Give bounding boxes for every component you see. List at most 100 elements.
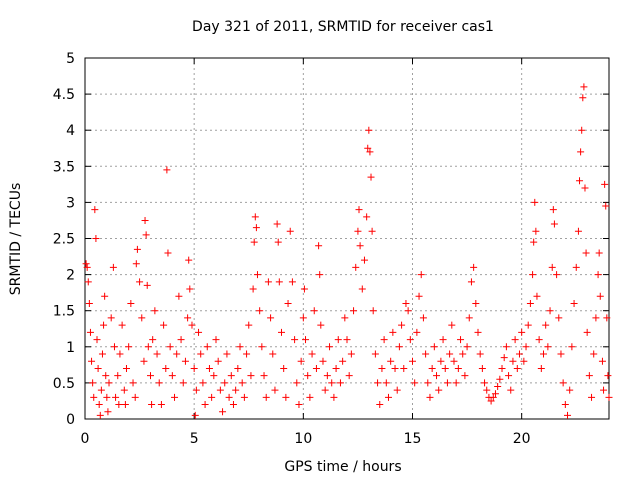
data-point — [566, 386, 574, 394]
data-point — [125, 343, 133, 351]
data-point — [288, 278, 296, 286]
data-point — [181, 357, 189, 365]
data-point — [149, 336, 157, 344]
data-point — [221, 379, 229, 387]
data-point — [148, 401, 156, 409]
data-point — [116, 350, 124, 358]
x-axis-label: GPS time / hours — [284, 459, 401, 475]
data-point — [240, 393, 248, 401]
data-point — [549, 206, 557, 214]
y-tick-label: 1.5 — [53, 304, 75, 320]
data-point — [84, 278, 92, 286]
data-point — [369, 307, 377, 315]
data-point — [264, 278, 272, 286]
data-point — [452, 379, 460, 387]
data-point — [513, 364, 521, 372]
data-point — [232, 386, 240, 394]
y-axis-label: SRMTID / TECUs — [8, 183, 24, 296]
data-point — [341, 314, 349, 322]
data-point — [300, 285, 308, 293]
data-point — [574, 227, 582, 235]
data-point — [585, 372, 593, 380]
data-point — [487, 397, 495, 405]
data-point — [83, 263, 91, 271]
data-point — [417, 271, 425, 279]
data-point — [578, 126, 586, 134]
data-point — [509, 357, 517, 365]
data-point — [184, 314, 192, 322]
data-point — [546, 307, 554, 315]
data-point — [518, 328, 526, 336]
data-point — [581, 184, 589, 192]
data-point — [133, 245, 141, 253]
data-point — [164, 249, 172, 257]
data-point — [553, 271, 561, 279]
y-tick-label: 1 — [66, 340, 75, 356]
data-point — [85, 299, 93, 307]
data-point — [157, 401, 165, 409]
data-point — [557, 350, 565, 358]
data-point — [168, 372, 176, 380]
data-point — [531, 198, 539, 206]
data-point — [201, 401, 209, 409]
data-point — [603, 314, 611, 322]
data-point — [141, 216, 149, 224]
data-point — [457, 336, 465, 344]
data-point — [478, 364, 486, 372]
y-tick-label: 4.5 — [53, 87, 75, 103]
data-point — [155, 379, 163, 387]
data-point — [256, 307, 264, 315]
data-point — [91, 206, 99, 214]
data-point — [122, 364, 130, 372]
data-point — [384, 393, 392, 401]
data-point — [602, 202, 610, 210]
data-point — [127, 299, 135, 307]
data-point — [94, 364, 102, 372]
data-point — [142, 231, 150, 239]
data-point — [132, 260, 140, 268]
data-point — [450, 357, 458, 365]
data-point — [247, 372, 255, 380]
data-point — [143, 281, 151, 289]
data-point — [175, 292, 183, 300]
data-point — [280, 364, 288, 372]
data-point — [95, 401, 103, 409]
data-point — [570, 299, 578, 307]
data-point — [579, 94, 587, 102]
data-point — [98, 350, 106, 358]
x-tick-label: 10 — [294, 431, 312, 447]
data-point — [153, 350, 161, 358]
data-point — [376, 401, 384, 409]
data-point — [368, 227, 376, 235]
data-point — [97, 386, 105, 394]
data-point — [430, 343, 438, 351]
data-point — [572, 263, 580, 271]
data-point — [326, 343, 334, 351]
data-point — [253, 271, 261, 279]
data-point — [136, 278, 144, 286]
data-point — [96, 411, 104, 419]
data-point — [177, 336, 185, 344]
data-point — [315, 242, 323, 250]
data-point — [286, 227, 294, 235]
data-point — [278, 328, 285, 336]
data-point — [323, 372, 331, 380]
axis-ticks: 0 0.5 1 1.5 2 2.5 3 3.5 4 4.5 5 0 5 10 15 20 — [53, 51, 609, 447]
data-point — [345, 372, 353, 380]
data-point — [238, 379, 246, 387]
data-point — [105, 379, 113, 387]
data-point — [404, 307, 412, 315]
data-point — [339, 357, 347, 365]
data-point — [387, 357, 395, 365]
data-point — [533, 292, 541, 300]
data-point — [191, 411, 199, 419]
data-point — [186, 285, 194, 293]
data-point — [522, 343, 530, 351]
data-point — [140, 357, 148, 365]
data-point — [483, 386, 491, 394]
data-point — [203, 343, 211, 351]
data-point — [295, 401, 303, 409]
data-point — [171, 393, 179, 401]
x-tick-label: 5 — [190, 431, 199, 447]
